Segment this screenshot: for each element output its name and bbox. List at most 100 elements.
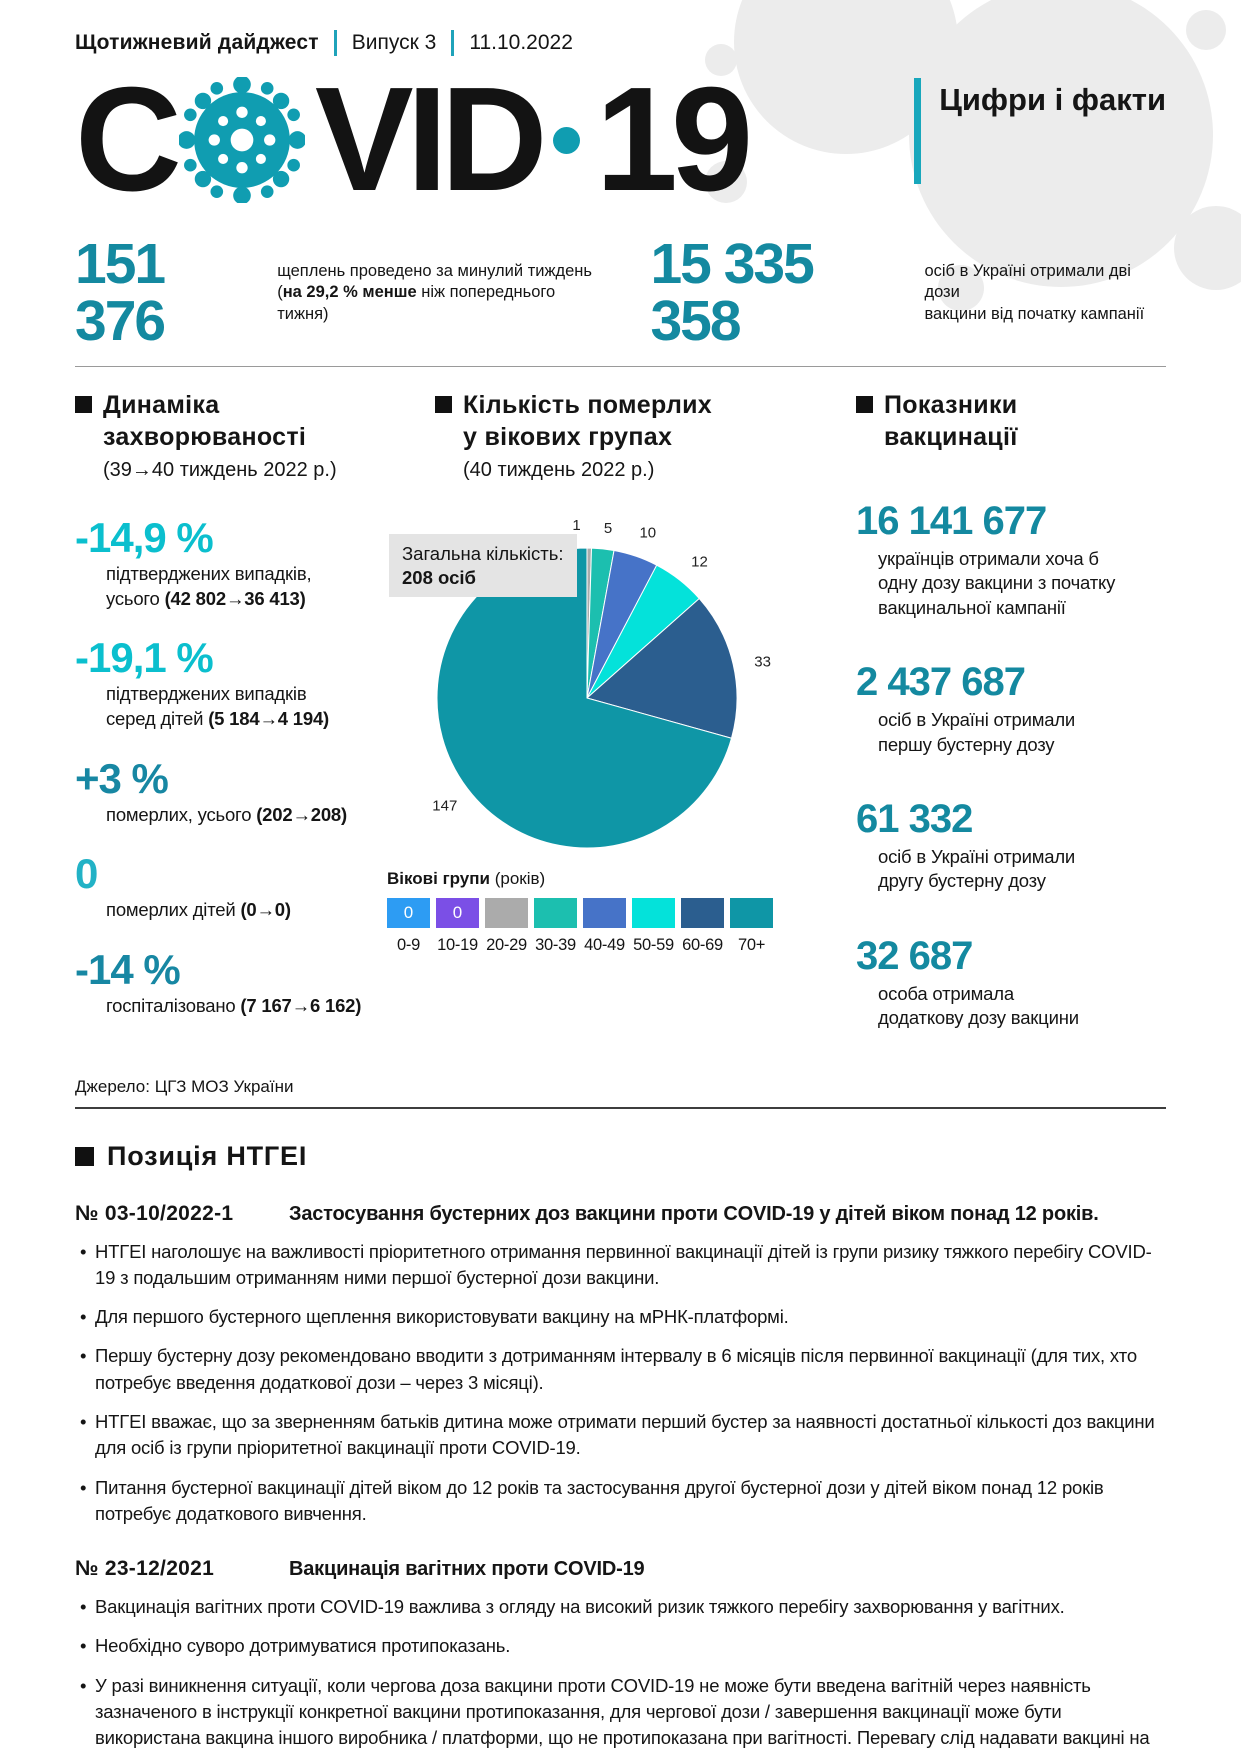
legend-item: 70+ — [730, 898, 773, 955]
top-stat-value: 15 335 358 — [650, 232, 814, 353]
pie-value-label: 12 — [691, 553, 708, 570]
chart-subtitle: (40 тиждень 2022 р.) — [463, 459, 655, 481]
deaths-chart-column: Кількість померлих у вікових групах (40 … — [387, 389, 787, 1073]
legend-swatch — [681, 898, 724, 928]
vaccination-title: Показники вакцинації — [884, 391, 1018, 451]
text-segment: (42 802→36 413) — [164, 587, 306, 609]
text-segment: померлих, усього — [106, 803, 257, 825]
legend-swatch: 0 — [436, 898, 479, 928]
square-bullet-icon — [75, 396, 92, 413]
vaccination-stats: 16 141 677 українців отримали хоча б одну… — [856, 501, 1156, 1031]
total-label: Загальна кількість: — [402, 543, 564, 564]
text-segment: щеплень проведено за минулий тиждень ( — [277, 261, 593, 302]
position-group: № 03-10/2022-1 Застосування бустерних доз… — [75, 1202, 1166, 1527]
vaccination-stat: 16 141 677 українців отримали хоча б одну… — [856, 501, 1156, 620]
position-number: № 23-12/2021 — [75, 1557, 215, 1581]
top-stat: 151 376 щеплень проведено за минулий тижд… — [75, 236, 604, 350]
vaccination-stat-value: 2 437 687 — [856, 660, 1026, 705]
text-segment: госпіталізовано — [106, 995, 241, 1017]
square-bullet-icon — [435, 396, 452, 413]
pie-value-label: 10 — [639, 524, 656, 541]
virus-decoration — [705, 0, 1241, 311]
legend-title-suffix: (років) — [489, 869, 546, 888]
dynamics-title: Динаміка захворюваності — [103, 391, 307, 451]
vaccination-stat: 61 332 осіб в Україні отримали другу буст… — [856, 799, 1156, 894]
text-segment: (7 167→6 162) — [240, 995, 362, 1017]
legend-label: 70+ — [737, 936, 766, 954]
text-segment: (202→208) — [256, 803, 347, 825]
legend-items: 0 0-9 0 10-19 20-29 30-39 40-49 50-59 60-69 70+ — [387, 898, 787, 955]
vaccination-stat-desc: особа отримала додаткову дозу вакцини — [878, 982, 1079, 1029]
legend-item: 0 0-9 — [387, 898, 430, 955]
vaccination-stat: 32 687 особа отримала додаткову дозу вакц… — [856, 936, 1156, 1031]
logo-number-19: 19 — [595, 57, 754, 222]
logo-letter-c: C — [75, 57, 182, 222]
text-segment: ніж попереднього тижня) — [277, 283, 556, 323]
position-section: Позиція НТГЕІ № 03-10/2022-1 Застосування… — [75, 1141, 1166, 1754]
legend-title: Вікові групи (років) — [387, 869, 787, 889]
vaccination-stat-desc: осіб в Україні отримали першу бустерну д… — [878, 709, 1076, 755]
dynamics-stat-desc: померлих дітей (0→0) — [106, 898, 387, 923]
total-label-box: Загальна кількість: 208 осіб — [389, 534, 577, 598]
vaccination-header: Показники вакцинації — [856, 389, 1156, 453]
position-bullet: Першу бустерну дозу рекомендовано вводит… — [75, 1343, 1166, 1396]
logo-letters-vid: VID — [314, 57, 548, 222]
position-title-row: Позиція НТГЕІ — [75, 1141, 1166, 1172]
dynamics-stat-value: 0 — [75, 850, 98, 898]
masthead: Щотижневий дайджест Випуск 3 11.10.2022 — [75, 30, 1166, 56]
virus-icon — [178, 77, 305, 203]
legend-item: 60-69 — [681, 898, 724, 955]
text-segment: (0→0) — [240, 899, 291, 921]
masthead-date: 11.10.2022 — [469, 31, 573, 54]
total-value: 208 осіб — [402, 566, 476, 588]
dynamics-stat: -14 % госпіталізовано (7 167→6 162) — [75, 945, 387, 1019]
legend-label: 50-59 — [633, 936, 674, 954]
vaccination-stat-value: 16 141 677 — [856, 499, 1047, 543]
text-segment: осіб в Україні отримали дві дози вакцини… — [924, 261, 1145, 323]
masthead-issue: Випуск 3 — [351, 31, 437, 54]
pie-value-label: 1 — [572, 517, 580, 534]
divider-bar — [333, 30, 337, 56]
position-group: № 23-12/2021 Вакцинація вагітних проти CO… — [75, 1557, 1166, 1754]
dynamics-header: Динаміка захворюваності — [75, 389, 387, 453]
position-number: № 03-10/2022-1 — [75, 1201, 234, 1225]
text-segment: на 29,2 % менше — [282, 283, 417, 302]
vaccination-stat-desc: українців отримали хоча б одну дозу вакц… — [878, 548, 1116, 618]
text-segment: підтверджених випадків серед дітей — [106, 683, 307, 729]
logo-dot-icon — [552, 126, 580, 154]
pie-value-label: 5 — [604, 520, 612, 537]
legend-item: 40-49 — [583, 898, 626, 955]
position-bullet: НТГЕІ вважає, що за зверненням батьків д… — [75, 1409, 1166, 1462]
top-stat-desc: осіб в Україні отримали дві дози вакцини… — [924, 261, 1166, 325]
dynamics-stats: -14,9 % підтверджених випадків, усього (4… — [75, 514, 387, 1019]
top-stat-value: 151 376 — [75, 232, 166, 353]
vaccination-stat: 2 437 687 осіб в Україні отримали першу б… — [856, 662, 1156, 757]
dynamics-stat: -19,1 % підтверджених випадків серед діте… — [75, 636, 387, 731]
vaccination-stat-desc: осіб в Україні отримали другу бустерну д… — [878, 846, 1076, 892]
dynamics-stat-value: -14,9 % — [75, 514, 214, 561]
top-stats: 151 376 щеплень проведено за минулий тижд… — [75, 236, 1166, 350]
dynamics-column: Динаміка захворюваності (39→40 тиждень 2… — [75, 389, 387, 1073]
legend-item: 20-29 — [485, 898, 528, 955]
legend-item: 0 10-19 — [436, 898, 479, 955]
text-segment: померлих дітей — [106, 899, 241, 921]
position-bullet: Для першого бустерного щеплення використ… — [75, 1304, 1166, 1331]
dynamics-stat-value: -14 % — [75, 945, 181, 993]
legend-label: 60-69 — [682, 936, 723, 954]
vaccination-column: Показники вакцинації 16 141 677 українців… — [856, 389, 1156, 1073]
chart-title: Кількість померлих у вікових групах — [463, 391, 713, 451]
square-bullet-icon — [856, 396, 873, 413]
chart-source: Джерело: ЦГЗ МОЗ України — [75, 1077, 1166, 1097]
legend-label: 20-29 — [486, 936, 527, 954]
dynamics-stat: -14,9 % підтверджених випадків, усього (4… — [75, 514, 387, 611]
position-bullet: Необхідно суворо дотримуватися протипока… — [75, 1633, 1166, 1660]
pie-value-label: 147 — [432, 797, 457, 814]
legend-label: 30-39 — [535, 936, 576, 954]
legend-title-main: Вікові групи — [387, 869, 490, 888]
position-bullet: Питання бустерної вакцинації дітей віком… — [75, 1475, 1166, 1528]
position-bullet: НТГЕІ наголошує на важливості пріоритетн… — [75, 1239, 1166, 1292]
vaccination-stat-value: 32 687 — [856, 933, 973, 978]
chart-source-label: Джерело: — [75, 1076, 150, 1096]
position-title: Позиція НТГЕІ — [107, 1140, 308, 1171]
